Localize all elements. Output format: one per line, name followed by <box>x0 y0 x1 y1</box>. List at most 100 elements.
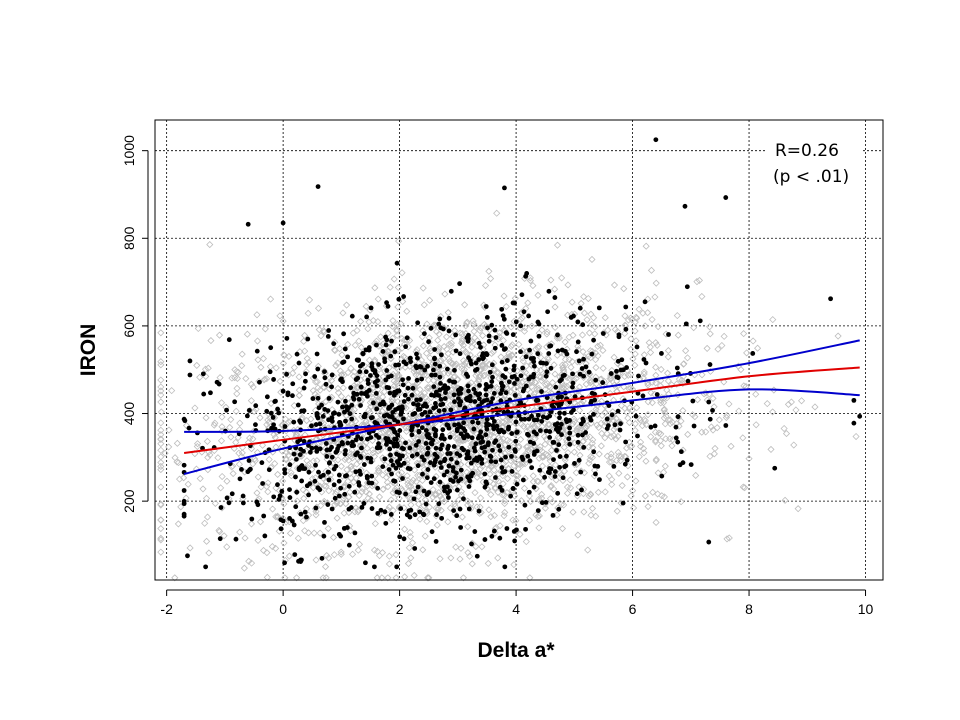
foreground-point <box>514 430 519 435</box>
background-point <box>458 545 464 551</box>
background-point <box>812 404 818 410</box>
foreground-point <box>253 403 258 408</box>
foreground-point <box>276 411 281 416</box>
foreground-point <box>413 489 418 494</box>
background-point <box>158 549 164 555</box>
background-point <box>488 276 494 282</box>
foreground-point <box>431 367 436 372</box>
background-point <box>372 547 378 553</box>
background-point <box>172 455 178 461</box>
foreground-point <box>363 412 368 417</box>
foreground-point <box>408 466 413 471</box>
foreground-point <box>358 364 363 369</box>
foreground-point <box>357 369 362 374</box>
foreground-point <box>466 389 471 394</box>
background-point <box>470 318 476 324</box>
foreground-point <box>493 459 498 464</box>
background-point <box>250 436 256 442</box>
foreground-point <box>451 469 456 474</box>
foreground-point <box>374 391 379 396</box>
background-point <box>421 302 427 308</box>
foreground-point <box>581 445 586 450</box>
background-point <box>600 365 606 371</box>
foreground-point <box>526 417 531 422</box>
foreground-point <box>619 368 624 373</box>
foreground-point <box>452 422 457 427</box>
foreground-point <box>374 343 379 348</box>
background-point <box>526 517 532 523</box>
background-point <box>435 337 441 343</box>
foreground-point <box>522 417 527 422</box>
foreground-point <box>327 396 332 401</box>
background-point <box>585 547 591 553</box>
foreground-point <box>320 556 325 561</box>
foreground-point <box>458 351 463 356</box>
background-point <box>295 535 301 541</box>
foreground-point <box>327 477 332 482</box>
background-point <box>408 502 414 508</box>
foreground-point <box>383 521 388 526</box>
background-point <box>330 534 336 540</box>
foreground-point <box>528 339 533 344</box>
foreground-point <box>301 449 306 454</box>
background-point <box>204 538 210 544</box>
foreground-point <box>706 540 711 545</box>
foreground-point <box>343 419 348 424</box>
background-point <box>683 348 689 354</box>
background-point <box>536 525 542 531</box>
background-point <box>224 544 230 550</box>
foreground-point <box>283 424 288 429</box>
foreground-point <box>448 407 453 412</box>
foreground-point <box>424 441 429 446</box>
foreground-point <box>437 317 442 322</box>
foreground-point <box>420 455 425 460</box>
foreground-point <box>431 384 436 389</box>
foreground-point <box>452 399 457 404</box>
foreground-point <box>422 331 427 336</box>
background-point <box>420 343 426 349</box>
background-point <box>516 341 522 347</box>
background-point <box>268 296 274 302</box>
background-point <box>508 324 514 330</box>
foreground-point <box>403 440 408 445</box>
foreground-point <box>555 491 560 496</box>
foreground-point <box>429 441 434 446</box>
foreground-point <box>386 406 391 411</box>
foreground-point <box>472 529 477 534</box>
foreground-point <box>224 408 229 413</box>
background-point <box>548 277 554 283</box>
background-point <box>486 507 492 513</box>
foreground-point <box>268 345 273 350</box>
foreground-point <box>583 430 588 435</box>
foreground-point <box>520 366 525 371</box>
foreground-point <box>413 512 418 517</box>
background-point <box>518 498 524 504</box>
foreground-point <box>405 335 410 340</box>
foreground-point <box>326 417 331 422</box>
background-point <box>498 354 504 360</box>
foreground-point <box>477 391 482 396</box>
foreground-point <box>284 372 289 377</box>
foreground-point <box>579 487 584 492</box>
foreground-point <box>551 457 556 462</box>
foreground-point <box>482 450 487 455</box>
foreground-point <box>399 410 404 415</box>
foreground-point <box>412 411 417 416</box>
background-point <box>372 521 378 527</box>
foreground-point <box>363 560 368 565</box>
foreground-point <box>526 433 531 438</box>
background-point <box>390 318 396 324</box>
background-point <box>377 553 383 559</box>
foreground-point <box>547 344 552 349</box>
background-point <box>568 485 574 491</box>
background-point <box>200 486 206 492</box>
foreground-point <box>247 458 252 463</box>
foreground-point <box>547 414 552 419</box>
background-point <box>590 505 596 511</box>
background-point <box>205 365 211 371</box>
foreground-point <box>299 479 304 484</box>
background-point <box>396 495 402 501</box>
foreground-point <box>292 452 297 457</box>
foreground-point <box>504 390 509 395</box>
background-point <box>396 238 402 244</box>
